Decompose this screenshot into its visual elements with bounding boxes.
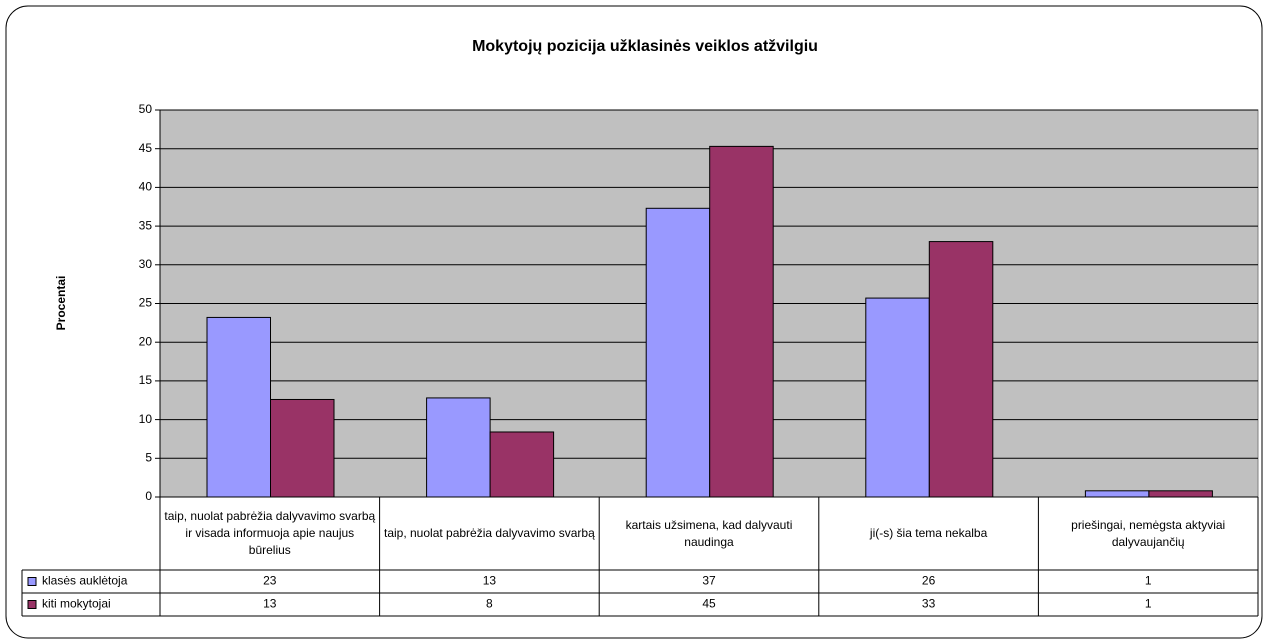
table-value: 26 <box>922 574 936 588</box>
chart-title: Mokytojų pozicija užklasinės veiklos atž… <box>472 38 818 55</box>
table-value: 45 <box>702 597 716 611</box>
x-tick-label: ji(-s) šia tema nekalba <box>869 526 988 540</box>
y-tick-label: 10 <box>139 412 153 426</box>
y-tick-label: 5 <box>145 450 152 464</box>
table-value: 23 <box>263 574 277 588</box>
x-tick-label: priešingai, nemėgsta aktyviai dalyvaujan… <box>1071 517 1226 549</box>
table-value: 1 <box>1145 597 1152 611</box>
table-value: 37 <box>702 574 716 588</box>
table-value: 13 <box>483 574 497 588</box>
y-tick-label: 30 <box>139 257 153 271</box>
y-tick-label: 45 <box>139 141 153 155</box>
y-tick-label: 20 <box>139 334 153 348</box>
y-tick-label: 0 <box>145 489 152 503</box>
y-axis-label: Procentai <box>54 276 68 331</box>
x-tick-label: taip, nuolat pabrėžia dalyvavimo svarbą … <box>164 509 376 557</box>
bar <box>928 241 994 498</box>
y-tick-label: 15 <box>139 373 153 387</box>
y-tick-label: 40 <box>139 180 153 194</box>
x-tick-label: kartais užsimena, kad dalyvauti naudinga <box>625 517 793 549</box>
table-value: 1 <box>1145 574 1152 588</box>
y-tick-label: 35 <box>139 218 153 232</box>
legend-key <box>27 600 37 609</box>
category-cell: ji(-s) šia tema nekalba <box>869 526 988 540</box>
table-value: 33 <box>922 597 936 611</box>
bar <box>709 145 774 498</box>
bar <box>489 431 555 498</box>
category-cell: taip, nuolat pabrėžia dalyvavimo svarbą … <box>164 509 376 557</box>
legend-label: klasės auklėtoja <box>42 574 128 588</box>
x-tick-label: taip, nuolat pabrėžia dalyvavimo svarbą <box>383 526 595 540</box>
bar <box>206 316 271 498</box>
category-cell: kartais užsimena, kad dalyvauti naudinga <box>625 517 793 549</box>
category-cell: priešingai, nemėgsta aktyviai dalyvaujan… <box>1071 517 1226 549</box>
bar <box>865 297 930 498</box>
y-tick-label: 50 <box>139 102 153 116</box>
bar <box>426 397 491 498</box>
bar <box>645 207 711 498</box>
category-cell: taip, nuolat pabrėžia dalyvavimo svarbą <box>383 526 595 540</box>
table-value: 8 <box>486 597 493 611</box>
legend-label: kiti mokytojai <box>42 597 111 611</box>
table-value: 13 <box>263 597 277 611</box>
legend-key <box>27 577 37 586</box>
bar <box>270 398 335 498</box>
y-tick-label: 25 <box>139 296 153 310</box>
